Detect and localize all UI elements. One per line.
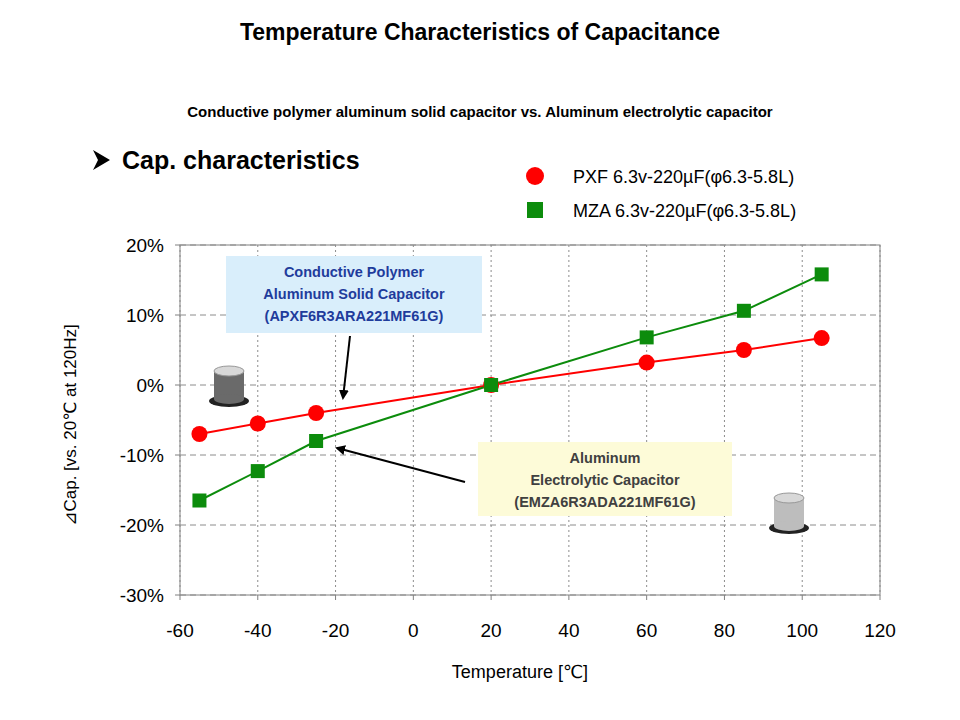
marker <box>484 378 498 392</box>
marker <box>191 426 207 442</box>
chart: Temperature Characteristics of Capacitan… <box>0 0 960 720</box>
tick-label: -10% <box>120 445 164 466</box>
tick <box>568 595 569 600</box>
annotation-text: Aluminum Solid Capacitor <box>263 286 445 302</box>
tick-label: 0% <box>137 375 165 396</box>
plot-frame <box>180 245 880 595</box>
marker <box>308 405 324 421</box>
grid-line <box>802 245 803 595</box>
marker <box>192 494 206 508</box>
annotation-box <box>478 442 732 516</box>
tick <box>646 595 647 600</box>
icon-body <box>214 394 244 404</box>
legend-marker <box>527 202 543 218</box>
annotation-text: Electrolytic Capacitor <box>530 472 679 488</box>
marker <box>640 330 654 344</box>
tick <box>180 595 181 600</box>
tick <box>175 315 180 316</box>
tick-label: -20 <box>322 620 349 641</box>
tick <box>175 595 180 596</box>
grid-line <box>491 245 492 595</box>
tick-label: -40 <box>244 620 271 641</box>
annotation-arrow <box>337 448 465 482</box>
tick <box>802 595 803 600</box>
marker <box>251 464 265 478</box>
grid-line <box>880 245 881 595</box>
tick <box>491 595 492 600</box>
marker <box>483 377 499 393</box>
tick <box>257 595 258 600</box>
subtitle: Conductive polymer aluminum solid capaci… <box>187 103 773 120</box>
annotation-box <box>226 256 482 333</box>
tick-label: -30% <box>120 585 164 606</box>
tick-label: 10% <box>126 305 164 326</box>
tick-label: 80 <box>714 620 735 641</box>
icon-top <box>774 493 804 503</box>
tick-label: -60 <box>166 620 193 641</box>
legend-label: MZA 6.3v-220µF(φ6.3-5.8L) <box>573 201 796 221</box>
grid-line <box>180 245 181 595</box>
marker <box>309 434 323 448</box>
tick <box>724 595 725 600</box>
grid-line <box>646 245 647 595</box>
tick <box>413 595 414 600</box>
annotation-text: Aluminum <box>570 450 641 466</box>
marker <box>815 267 829 281</box>
title: Temperature Characteristics of Capacitan… <box>240 19 720 45</box>
grid-line <box>180 595 880 596</box>
tick <box>175 525 180 526</box>
bullet <box>93 150 110 170</box>
grid-line <box>180 385 880 386</box>
marker <box>737 304 751 318</box>
tick-label: -20% <box>120 515 164 536</box>
marker <box>250 416 266 432</box>
tick-label: 60 <box>636 620 657 641</box>
annotation-text: Conductive Polymer <box>284 264 425 280</box>
grid-line <box>180 245 880 246</box>
tick <box>175 455 180 456</box>
marker <box>639 355 655 371</box>
icon-top <box>214 366 244 376</box>
legend-marker <box>526 167 544 185</box>
tick-label: 20 <box>481 620 502 641</box>
tick-label: 100 <box>786 620 818 641</box>
heading: Cap. characteristics <box>122 146 360 174</box>
tick <box>175 245 180 246</box>
annotation-arrow <box>343 336 350 398</box>
marker <box>736 342 752 358</box>
tick <box>880 595 881 600</box>
tick <box>175 385 180 386</box>
tick-label: 120 <box>864 620 896 641</box>
x-axis-label: Temperature [℃] <box>452 662 588 682</box>
legend-label: PXF 6.3v-220µF(φ6.3-5.8L) <box>573 167 794 187</box>
marker <box>814 330 830 346</box>
icon-body <box>774 521 804 531</box>
y-axis-label: ⊿Cap. [vs. 20℃ at 120Hz] <box>61 324 80 526</box>
tick-label: 40 <box>558 620 579 641</box>
grid-line <box>568 245 569 595</box>
annotation-text: (EMZA6R3ADA221MF61G) <box>514 494 695 510</box>
grid-line <box>724 245 725 595</box>
tick-label: 0 <box>408 620 419 641</box>
annotation-text: (APXF6R3ARA221MF61G) <box>265 308 444 324</box>
series-line <box>199 338 821 434</box>
tick <box>335 595 336 600</box>
tick-label: 20% <box>126 235 164 256</box>
